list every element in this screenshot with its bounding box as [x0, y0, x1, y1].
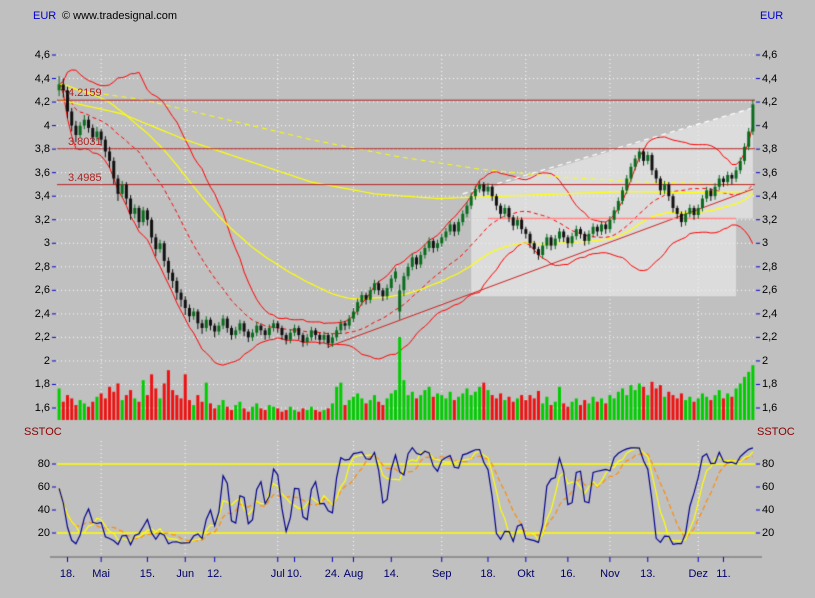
price-tick-label-left: 2,4	[34, 307, 50, 320]
x-axis-label: Okt	[517, 568, 535, 580]
price-tick-label-right: 1,6	[762, 402, 778, 414]
price-axis-title-right: EUR	[760, 10, 784, 22]
stoch-panel-title-left: SSTOC	[24, 426, 62, 438]
x-axis-label: 11.	[716, 568, 731, 580]
stoch-tick-label-left: 60	[37, 481, 50, 493]
x-axis-label: Aug	[343, 568, 364, 580]
price-tick-label-right: 2,6	[762, 284, 778, 297]
price-level-label: 4.2159	[68, 87, 102, 100]
stoch-tick-label-right: 20	[762, 527, 775, 539]
price-level-label: 3.4985	[68, 171, 102, 184]
x-axis-label: 18.	[59, 568, 76, 580]
price-tick-label-left: 1,6	[34, 402, 50, 414]
price-tick-label-right: 4,6	[762, 49, 778, 61]
x-axis-label: 24.	[324, 568, 341, 580]
x-axis-label: Jul	[270, 568, 285, 580]
price-tick-label-left: 1,8	[34, 378, 50, 391]
price-axis-title-left: EUR	[33, 10, 57, 22]
price-tick-label-right: 4	[762, 119, 769, 132]
price-tick-label-right: 3,8	[762, 143, 778, 156]
x-axis-label: 16.	[560, 568, 576, 580]
price-tick-label-right: 2,8	[762, 260, 778, 273]
stoch-tick-label-left: 80	[37, 458, 50, 470]
stoch-panel-title-right: SSTOC	[757, 426, 795, 438]
price-tick-label-left: 4,4	[34, 72, 50, 85]
stoch-tick-label-right: 40	[762, 504, 775, 516]
x-axis-label: Sep	[431, 568, 452, 580]
price-tick-label-left: 3,8	[34, 143, 50, 156]
price-tick-label-left: 3,6	[34, 166, 50, 179]
price-tick-label-left: 4	[43, 119, 50, 132]
x-axis-label: 15.	[139, 568, 156, 580]
price-tick-label-right: 3,6	[762, 166, 778, 179]
price-tick-label-right: 3	[762, 237, 769, 250]
price-tick-label-right: 2,4	[762, 307, 778, 320]
x-axis-label: Mai	[92, 568, 110, 580]
price-tick-label-right: 3,4	[762, 190, 778, 203]
price-tick-label-left: 3,4	[34, 190, 50, 203]
stoch-tick-label-right: 60	[762, 481, 775, 493]
x-axis-label: Dez	[688, 568, 709, 580]
price-tick-label-right: 4,2	[762, 96, 778, 109]
stoch-tick-label-left: 40	[37, 504, 50, 516]
x-axis-label: Nov	[600, 568, 620, 580]
x-axis-label: 10.	[286, 568, 303, 580]
stoch-tick-label-right: 80	[762, 458, 775, 470]
x-axis-label: Jun	[176, 568, 195, 580]
price-tick-label-left: 4,6	[34, 49, 50, 61]
price-tick-label-right: 1,8	[762, 378, 778, 391]
x-axis-label: 18.	[480, 568, 496, 580]
price-tick-label-right: 4,4	[762, 72, 778, 85]
price-tick-label-left: 2,2	[34, 331, 50, 344]
price-tick-label-left: 2,8	[34, 260, 50, 273]
x-axis-label: 14.	[383, 568, 399, 580]
stoch-tick-label-left: 20	[37, 527, 50, 539]
x-axis-label: 12.	[207, 568, 223, 580]
price-tick-label-left: 2,6	[34, 284, 50, 297]
x-axis-label: 13.	[640, 568, 656, 580]
price-tick-label-right: 2,2	[762, 331, 778, 344]
price-level-label: 3.8031	[68, 135, 102, 148]
price-tick-label-left: 3,2	[34, 213, 50, 226]
copyright-text: © www.tradesignal.com	[62, 10, 178, 22]
price-tick-label-right: 3,2	[762, 213, 778, 226]
price-tick-label-left: 4,2	[34, 96, 50, 109]
price-tick-label-left: 2	[43, 354, 50, 367]
price-tick-label-left: 3	[43, 237, 50, 250]
price-tick-label-right: 2	[762, 354, 769, 367]
